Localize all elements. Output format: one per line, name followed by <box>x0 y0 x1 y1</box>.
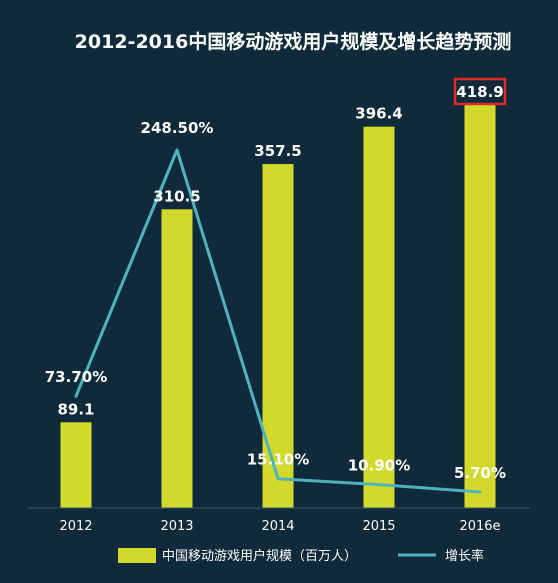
growth-rate-label: 15.10% <box>247 451 309 469</box>
x-tick-label: 2014 <box>261 519 294 534</box>
legend-bar-swatch <box>118 548 156 563</box>
growth-rate-label: 73.70% <box>45 368 107 386</box>
x-tick-label: 2016e <box>459 519 500 534</box>
bar-2015 <box>363 126 395 508</box>
bar-2012 <box>60 422 92 508</box>
bar-value-label: 396.4 <box>355 105 402 123</box>
bar-value-label: 310.5 <box>153 187 200 205</box>
growth-rate-label: 248.50% <box>141 119 214 137</box>
growth-rate-label: 10.90% <box>348 457 410 475</box>
line-layer <box>74 148 482 494</box>
bar-value-label: 89.1 <box>57 400 94 418</box>
x-tick-label: 2015 <box>362 519 395 534</box>
bar-value-label: 418.9 <box>456 83 503 101</box>
legend: 中国移动游戏用户规模（百万人） 增长率 <box>118 548 484 564</box>
bar-2016e <box>464 105 496 508</box>
growth-point-2016e <box>478 490 482 494</box>
bar-value-label: 357.5 <box>254 142 301 160</box>
highlight-box <box>453 77 507 106</box>
growth-point-2014 <box>276 477 280 481</box>
legend-bar-label: 中国移动游戏用户规模（百万人） <box>162 548 357 564</box>
legend-line-label: 增长率 <box>445 548 484 564</box>
growth-point-2012 <box>74 394 78 398</box>
growth-point-2013 <box>175 148 179 152</box>
growth-rate-label: 5.70% <box>454 464 506 482</box>
x-tick-label: 2013 <box>160 519 193 534</box>
x-tick-label: 2012 <box>59 519 92 534</box>
ticks-layer: 2012 2013 2014 2015 2016e <box>59 519 500 534</box>
bars-layer <box>60 105 496 509</box>
bar-2013 <box>161 209 193 508</box>
growth-point-2015 <box>377 483 381 487</box>
chart-title: 2012-2016中国移动游戏用户规模及增长趋势预测 <box>75 30 512 53</box>
labels-layer: 89.1 310.5 357.5 396.4 418.9 73.70% 248.50% 15.… <box>45 77 507 482</box>
bar-2014 <box>262 164 294 509</box>
